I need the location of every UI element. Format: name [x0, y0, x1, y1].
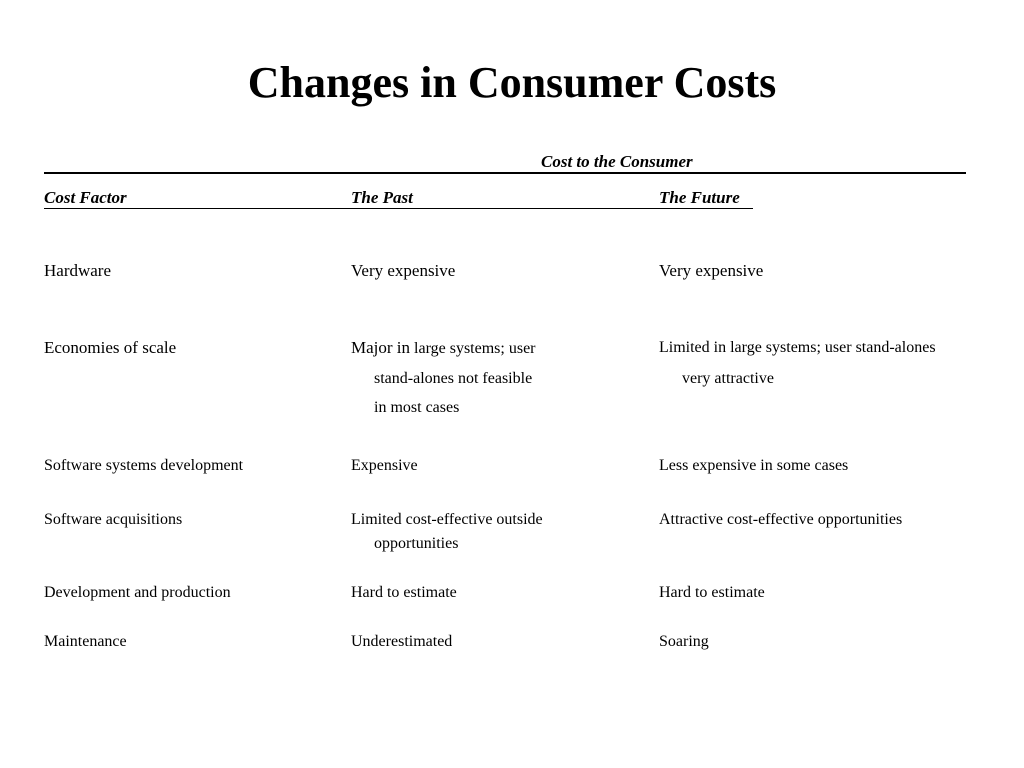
row-software-acq-future: Attractive cost-effective opportunities: [659, 511, 903, 528]
row-economies-past-line-1: Major in large systems; user: [351, 339, 536, 358]
row-hardware-future: Very expensive: [659, 261, 764, 280]
row-dev-production-future: Hard to estimate: [659, 584, 765, 601]
column-header-future: The Future: [659, 188, 740, 207]
row-economies-past-line-3: in most cases: [374, 399, 460, 416]
row-economies-future-line-1: Limited in large systems; user stand-alo…: [659, 339, 936, 356]
row-dev-production-past: Hard to estimate: [351, 584, 457, 601]
column-header-cost-factor-underline: [44, 208, 352, 209]
row-software-dev-factor: Software systems development: [44, 457, 244, 474]
row-maintenance-past: Underestimated: [351, 633, 453, 650]
row-economies-past-lead: Major in: [351, 338, 411, 357]
row-economies-factor: Economies of scale: [44, 338, 177, 357]
row-software-dev-future: Less expensive in some cases: [659, 457, 849, 474]
row-dev-production-factor: Development and production: [44, 584, 231, 601]
header-rule: [44, 172, 966, 174]
row-maintenance-future: Soaring: [659, 633, 709, 650]
row-maintenance-factor: Maintenance: [44, 633, 127, 650]
row-software-dev-past: Expensive: [351, 457, 418, 474]
column-header-past-underline: [351, 208, 659, 209]
row-economies-future-line-2: very attractive: [682, 370, 774, 387]
column-header-future-underline: [659, 208, 753, 209]
row-hardware-factor: Hardware: [44, 261, 112, 280]
row-software-acq-past-line-2: opportunities: [374, 535, 459, 552]
row-economies-past-line-2: stand-alones not feasible: [374, 370, 533, 387]
column-header-past: The Past: [351, 188, 413, 207]
row-software-acq-factor: Software acquisitions: [44, 511, 183, 528]
row-economies-past-rest: large systems; user: [414, 340, 536, 357]
column-header-cost-factor: Cost Factor: [44, 188, 127, 207]
row-software-acq-past-line-1: Limited cost-effective outside: [351, 511, 543, 528]
slide-title: Changes in Consumer Costs: [247, 58, 777, 107]
cost-to-consumer-header: Cost to the Consumer: [541, 152, 693, 171]
row-hardware-past: Very expensive: [351, 261, 456, 280]
